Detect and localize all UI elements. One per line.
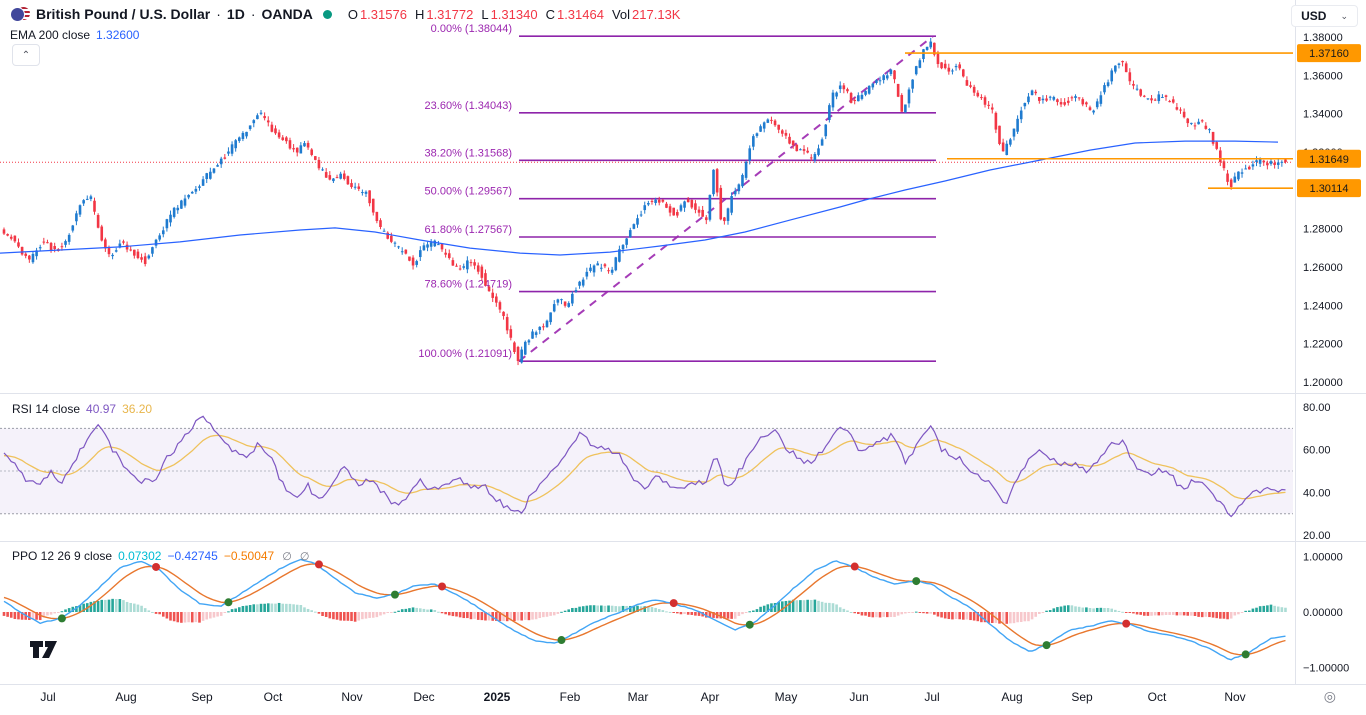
rsi-legend[interactable]: RSI 14 close 40.97 36.20	[12, 402, 152, 416]
pane-separators[interactable]	[0, 0, 1366, 685]
ppo-crossover-dots	[57, 560, 1250, 659]
ppo-hist-value: 0.07302	[118, 549, 162, 563]
time-axis-label[interactable]: Mar	[628, 690, 649, 704]
rsi-axis-label: 40.00	[1303, 487, 1331, 499]
exchange-label[interactable]: OANDA	[261, 6, 313, 22]
currency-selector[interactable]: USD ⌄	[1291, 5, 1358, 27]
main-legend: British Pound / U.S. Dollar · 1D · OANDA…	[10, 6, 680, 42]
timeframe-label[interactable]: 1D	[226, 6, 245, 22]
time-axis-label[interactable]: Sep	[1071, 690, 1093, 704]
price-label-badge	[1297, 44, 1361, 63]
rsi-axis-label: 20.00	[1303, 530, 1331, 542]
price-axis[interactable]: 1.380001.360001.340001.320001.280001.260…	[1297, 32, 1361, 675]
time-axis-label[interactable]: Dec	[413, 690, 434, 704]
time-axis-label[interactable]: Oct	[1148, 690, 1167, 704]
fib-trendline[interactable]	[518, 35, 934, 362]
close-value: 1.31464	[556, 6, 604, 22]
high-label: H	[414, 6, 425, 22]
rsi-ma-value: 36.20	[122, 402, 153, 416]
time-axis-label[interactable]: Sep	[191, 690, 213, 704]
ppo-axis-label: 1.00000	[1303, 551, 1343, 563]
candlestick-series	[2, 37, 1287, 366]
open-label: O	[347, 6, 358, 22]
time-axis-label[interactable]: Aug	[115, 690, 136, 704]
time-axis-label[interactable]: Jun	[849, 690, 868, 704]
price-label-badge-value: 1.37160	[1309, 48, 1349, 60]
fib-level-label: 38.20% (1.31568)	[425, 147, 512, 159]
time-axis-label[interactable]: Aug	[1001, 690, 1022, 704]
ppo-axis-label: −1.00000	[1303, 663, 1349, 675]
time-axis-label[interactable]: Apr	[701, 690, 720, 704]
fib-level-label: 100.00% (1.21091)	[418, 348, 512, 360]
scroll-to-latest-icon[interactable]: ◎	[1323, 688, 1336, 704]
ppo-line-value: −0.42745	[167, 549, 218, 563]
open-value: 1.31576	[359, 6, 407, 22]
rsi-lines	[3, 415, 1286, 518]
price-label-badge	[1297, 149, 1361, 168]
price-axis-label: 1.24000	[1303, 300, 1343, 312]
time-axis-label[interactable]: 2025	[484, 690, 511, 704]
low-label: L	[481, 6, 489, 22]
ppo-lines	[3, 558, 1286, 661]
volume-label: Vol	[611, 6, 631, 22]
price-axis-label: 1.28000	[1303, 224, 1343, 236]
rsi-band	[0, 427, 1293, 515]
price-label-badge	[1297, 179, 1361, 198]
fib-level-label: 23.60% (1.34043)	[425, 100, 512, 112]
mute-icon[interactable]: ∅	[299, 550, 310, 563]
symbol-title[interactable]: British Pound / U.S. Dollar	[36, 6, 211, 22]
fib-level-label: 78.60% (1.24719)	[425, 279, 512, 291]
fib-level-label: 50.00% (1.29567)	[425, 186, 512, 198]
title-separator: ·	[250, 6, 256, 22]
ema-legend-name[interactable]: EMA 200 close	[10, 28, 91, 42]
price-axis-label: 1.34000	[1303, 109, 1343, 121]
fib-level-label: 61.80% (1.27567)	[425, 224, 512, 236]
ema-200-line	[0, 140, 1279, 256]
ppo-legend-name: PPO 12 26 9 close	[12, 549, 113, 563]
time-axis-label[interactable]: Feb	[560, 690, 581, 704]
price-axis-label: 1.38000	[1303, 32, 1343, 44]
ppo-signal-value: −0.50047	[223, 549, 275, 563]
fib-level-label: 0.00% (1.38044)	[431, 23, 512, 35]
low-value: 1.31340	[490, 6, 538, 22]
currency-selector-value: USD	[1301, 9, 1327, 23]
time-axis[interactable]: Jul Aug Sep Oct Nov Dec 2025 Feb Mar Apr May Jun Jul…	[40, 690, 1245, 704]
rsi-value: 40.97	[86, 402, 117, 416]
ppo-histogram	[2, 598, 1287, 624]
chevron-up-icon: ⌃	[21, 49, 31, 61]
high-value: 1.31772	[426, 6, 474, 22]
price-axis-label: 1.20000	[1303, 377, 1343, 389]
mute-icon[interactable]: ∅	[282, 550, 292, 563]
caret-down-icon: ⌄	[1340, 10, 1348, 21]
ppo-legend[interactable]: PPO 12 26 9 close 0.07302 −0.42745 −0.50…	[12, 549, 309, 563]
tradingview-logo[interactable]	[28, 638, 64, 660]
ppo-axis-label: 0.00000	[1303, 607, 1343, 619]
rsi-axis-label: 60.00	[1303, 445, 1331, 457]
title-separator: ·	[216, 6, 221, 22]
time-axis-label[interactable]: May	[775, 690, 798, 704]
price-label-badge-value: 1.30114	[1310, 183, 1349, 195]
time-axis-label[interactable]: Nov	[341, 690, 362, 704]
price-axis-label: 1.36000	[1303, 70, 1343, 82]
collapse-legend-button[interactable]: ⌃	[12, 44, 40, 66]
symbol-flag-icon	[10, 7, 30, 22]
horizontal-ray-lines[interactable]	[905, 52, 1293, 189]
price-axis-label: 1.22000	[1303, 339, 1343, 351]
rsi-legend-name: RSI 14 close	[12, 402, 81, 416]
close-label: C	[545, 6, 555, 22]
market-status-dot[interactable]	[322, 9, 332, 19]
time-axis-label[interactable]: Jul	[924, 690, 939, 704]
time-axis-label[interactable]: Nov	[1224, 690, 1245, 704]
price-label-badge-value: 1.31649	[1309, 154, 1349, 166]
time-axis-label[interactable]: Oct	[264, 690, 283, 704]
volume-value: 217.13K	[632, 6, 681, 22]
fib-retracement[interactable]: 0.00% (1.38044) 23.60% (1.34043) 38.20% (1…	[418, 23, 936, 362]
price-axis-label: 1.26000	[1303, 262, 1343, 274]
rsi-axis-label: 80.00	[1303, 402, 1331, 414]
time-axis-label[interactable]: Jul	[40, 690, 55, 704]
ema-legend-value: 1.32600	[96, 28, 140, 42]
